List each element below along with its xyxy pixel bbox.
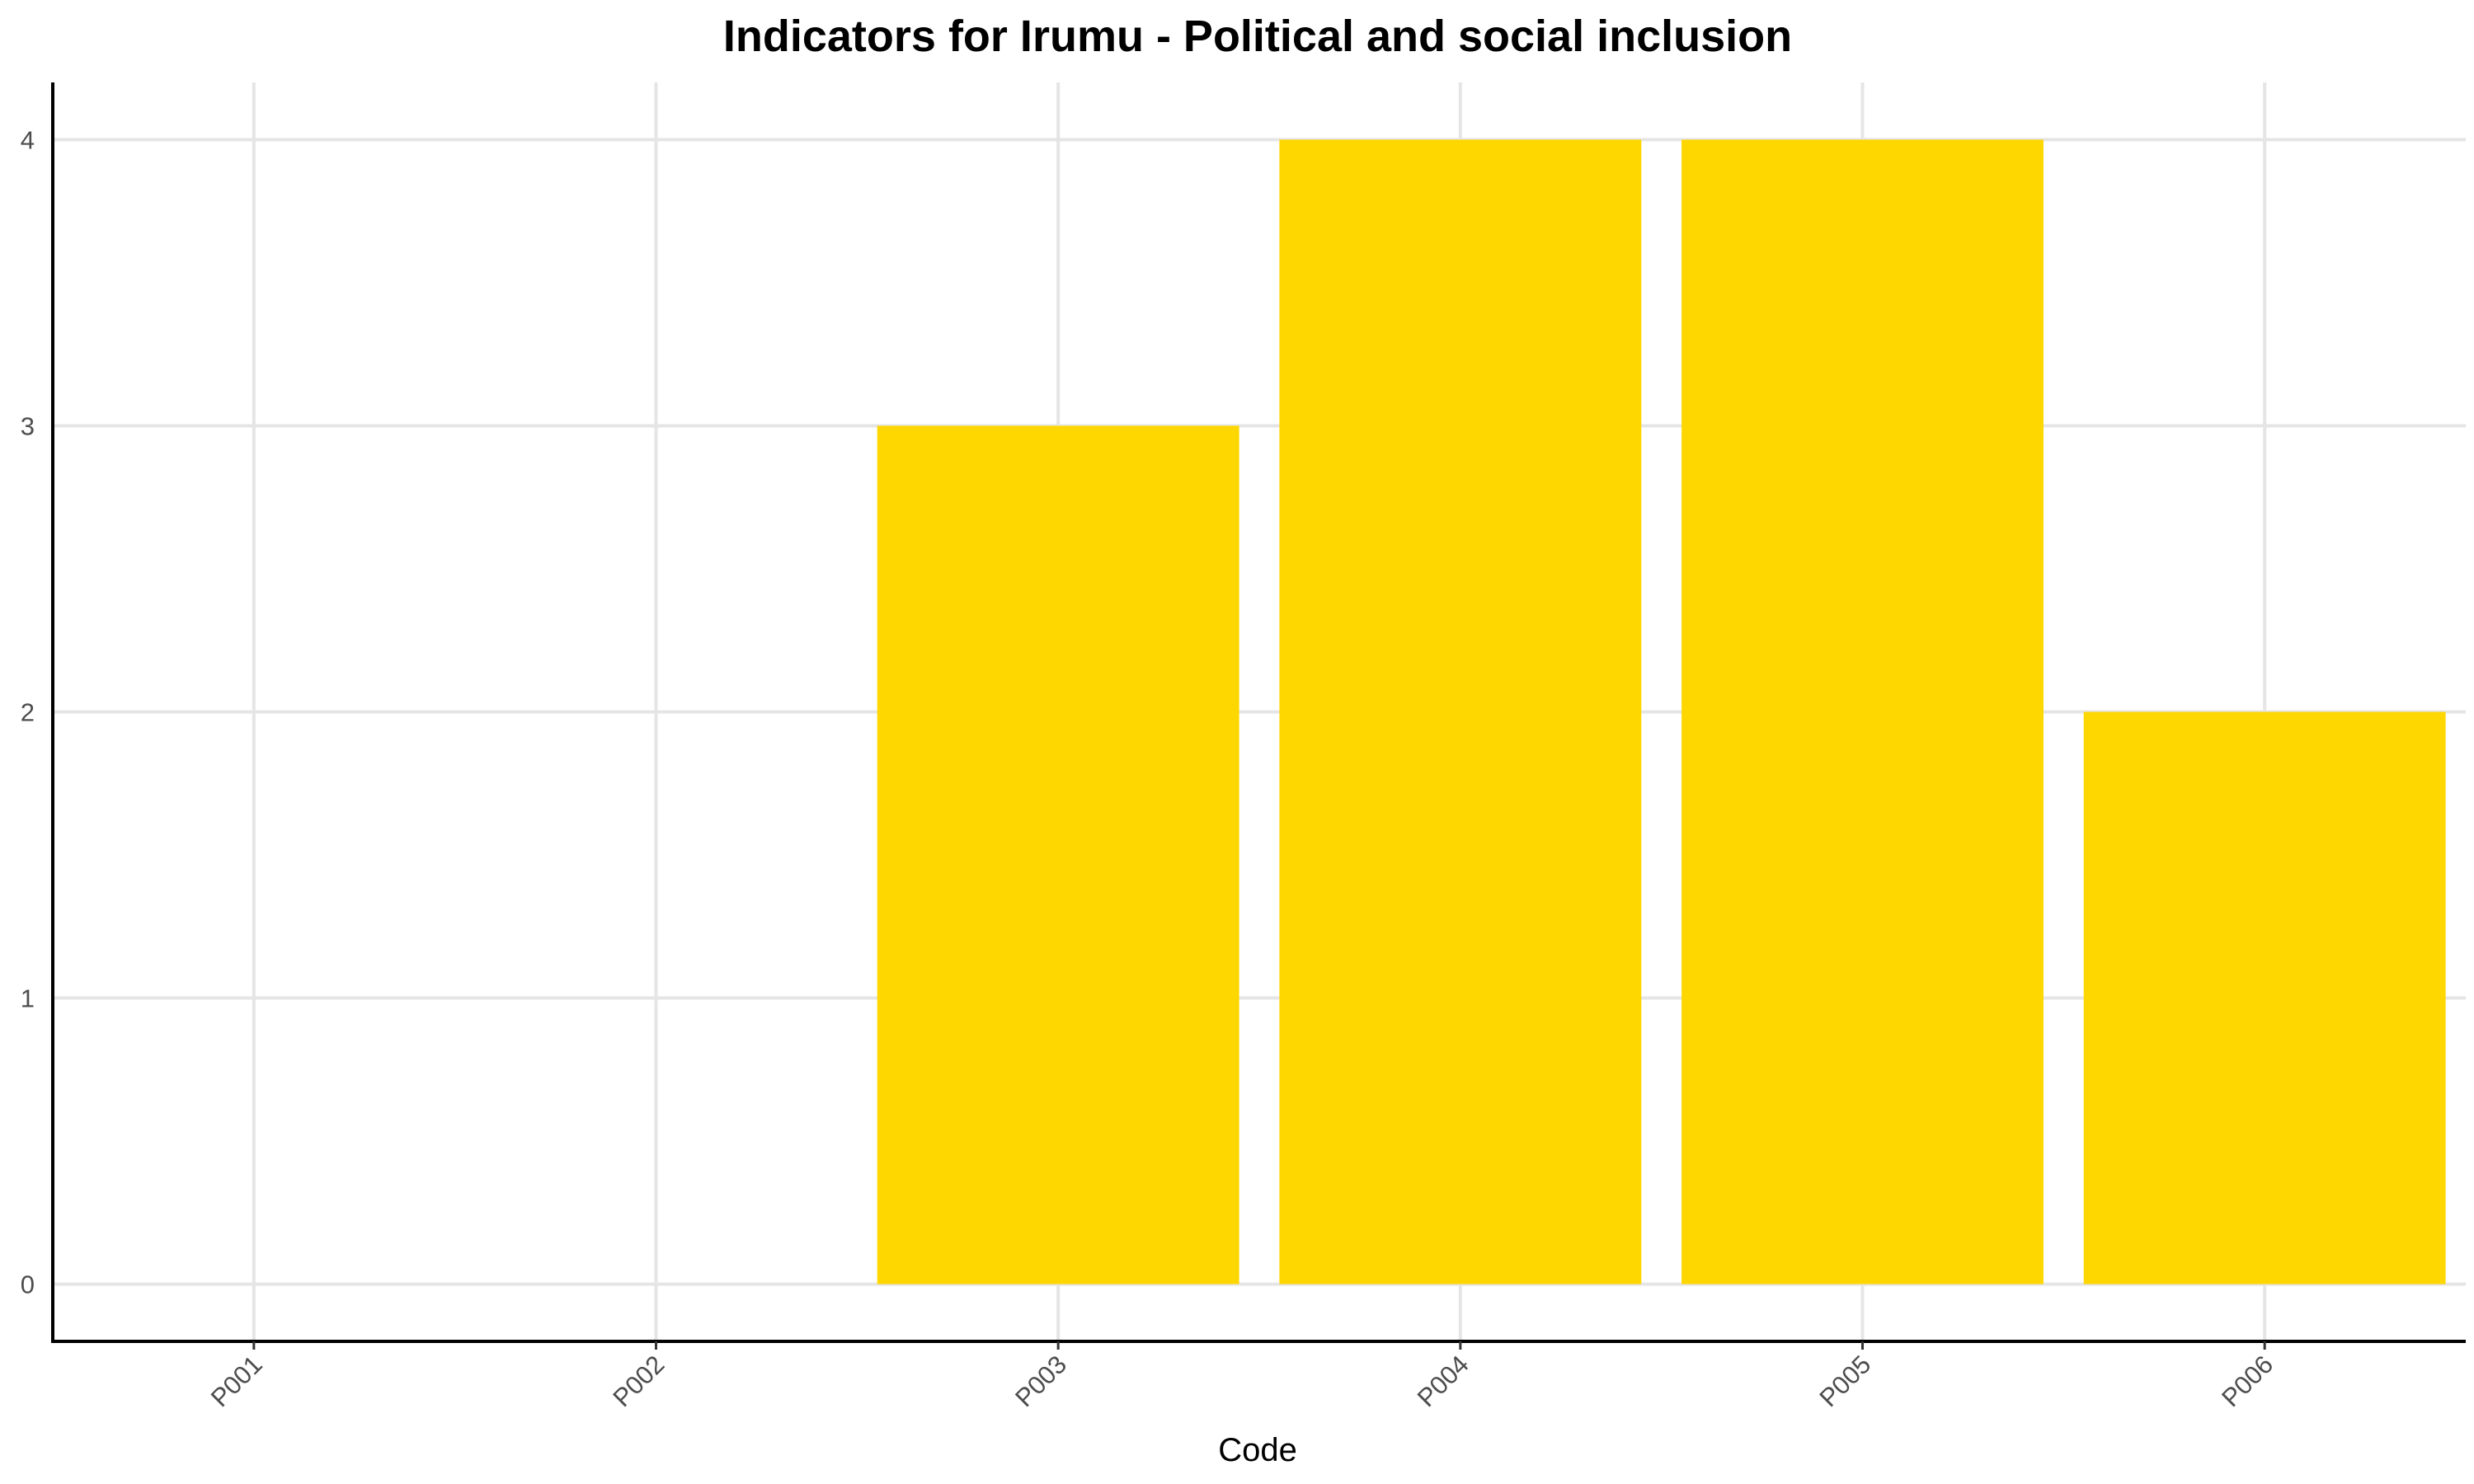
y-tick-label: 4 <box>21 125 35 154</box>
bar-p006 <box>2083 711 2446 1284</box>
bars <box>877 139 2446 1284</box>
y-tick-label: 0 <box>21 1270 35 1299</box>
bar-p004 <box>1279 139 1642 1284</box>
y-tick-label: 1 <box>21 984 35 1013</box>
chart-title: Indicators for Irumu - Political and soc… <box>723 12 1792 61</box>
y-tick-labels: 0 1 2 3 4 <box>21 125 35 1298</box>
bar-p003 <box>877 425 1239 1284</box>
x-axis-label: Code <box>1218 1432 1297 1468</box>
y-tick-label: 2 <box>21 698 35 727</box>
axes <box>51 82 2466 1350</box>
bar-p005 <box>1681 139 2044 1284</box>
y-tick-label: 3 <box>21 411 35 440</box>
